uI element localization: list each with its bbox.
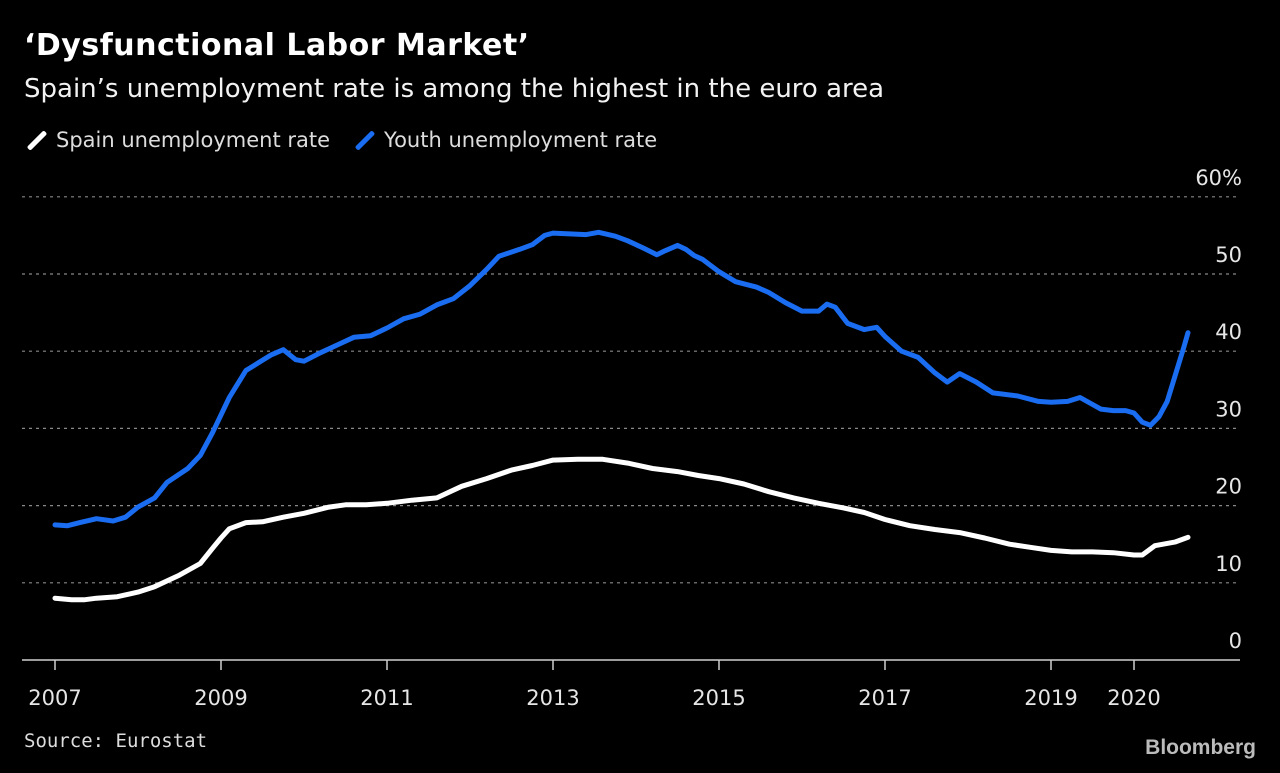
x-tick-label: 2011: [360, 686, 413, 710]
x-tick-label: 2017: [858, 686, 911, 710]
y-tick-label: 0: [1229, 629, 1242, 653]
x-tick-label: 2007: [28, 686, 81, 710]
source-note: Source: Eurostat: [24, 730, 208, 752]
brand-logo: Bloomberg: [1145, 736, 1256, 759]
legend: Spain unemployment rate Youth unemployme…: [24, 128, 679, 152]
legend-item-spain: Spain unemployment rate: [24, 128, 330, 152]
legend-label-spain: Spain unemployment rate: [56, 128, 331, 152]
x-tick-label: 2019: [1024, 686, 1077, 710]
series-line-youth: [52, 229, 1191, 529]
y-tick-label: 50: [1215, 243, 1242, 267]
x-tick-label: 2013: [526, 686, 579, 710]
y-tick-label: 30: [1215, 397, 1242, 421]
y-tick-label: 40: [1215, 320, 1242, 344]
legend-label-youth: Youth unemployment rate: [384, 128, 658, 152]
chart-subtitle: Spain’s unemployment rate is among the h…: [24, 74, 885, 104]
legend-item-youth: Youth unemployment rate: [352, 128, 657, 152]
x-tick-label: 2009: [194, 686, 247, 710]
y-tick-label: 60%: [1195, 166, 1242, 190]
x-tick-label: 2020: [1107, 686, 1160, 710]
y-tick-label: 20: [1215, 475, 1242, 499]
chart-title: ‘Dysfunctional Labor Market’: [24, 28, 530, 63]
x-tick-label: 2015: [692, 686, 745, 710]
series-line-spain: [52, 456, 1191, 603]
y-tick-label: 10: [1215, 552, 1242, 576]
